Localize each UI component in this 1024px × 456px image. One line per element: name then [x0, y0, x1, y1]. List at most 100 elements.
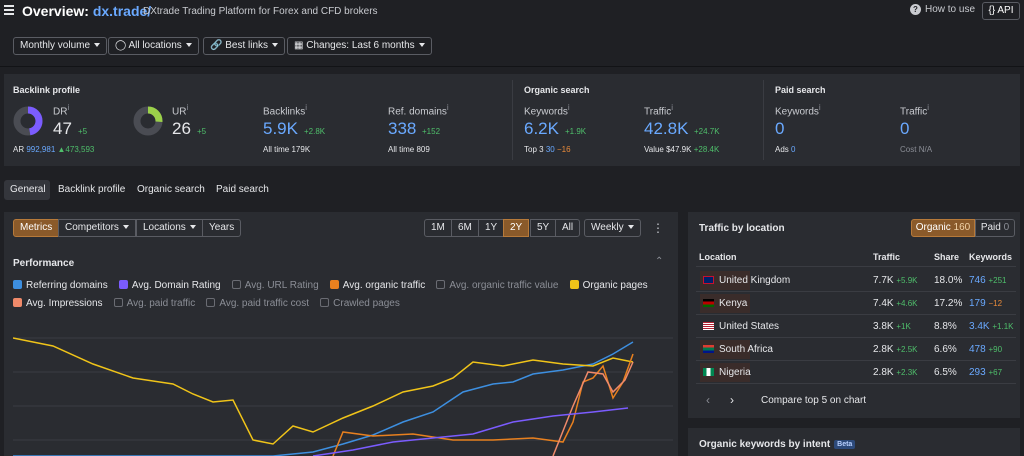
ads-row: Ads 0: [775, 145, 796, 154]
top-bar: [0, 0, 1024, 24]
dr-value[interactable]: 47: [53, 119, 72, 138]
keywords-cell[interactable]: 746 +251: [969, 275, 1007, 286]
tab-organic-search[interactable]: Organic search: [137, 184, 205, 195]
table-row[interactable]: South Africa 2.8K +2.5K 6.6% 478 +90: [696, 338, 1016, 361]
checkbox-icon: [320, 297, 330, 307]
traffic-cell: 3.8K +1K: [873, 321, 911, 332]
table-row[interactable]: United States 3.8K +1K 8.8% 3.4K +1.1K: [696, 315, 1016, 338]
chevron-up-icon[interactable]: ⌃: [655, 256, 664, 267]
keywords-cell[interactable]: 179 −12: [969, 298, 1003, 309]
keywords-cell[interactable]: 3.4K +1.1K: [969, 321, 1014, 332]
range-6m-button[interactable]: 6M: [451, 219, 479, 237]
legend-avg-domain-rating[interactable]: Avg. Domain Rating: [118, 279, 221, 291]
locations-dropdown[interactable]: ◯ All locations: [108, 37, 199, 55]
range-1m-button[interactable]: 1M: [424, 219, 452, 237]
checkbox-checked-icon: [329, 279, 339, 289]
keywords-cell[interactable]: 293 +67: [969, 367, 1003, 378]
legend-avg-organic-traffic-value[interactable]: Avg. organic traffic value: [436, 279, 559, 291]
calendar-icon: ▦: [294, 40, 304, 51]
ur-delta: +5: [197, 127, 207, 136]
table-row[interactable]: United Kingdom 7.7K +5.9K 18.0% 746 +251: [696, 269, 1016, 292]
organic-keywords-value[interactable]: 6.2K: [524, 119, 559, 138]
country-cell[interactable]: Nigeria: [703, 367, 751, 378]
ref-domains-all-time: All time 809: [388, 145, 430, 154]
compare-top5-link[interactable]: Compare top 5 on chart: [761, 395, 867, 406]
col-keywords[interactable]: Keywords: [969, 252, 1013, 262]
competitors-label: Competitors: [65, 222, 119, 233]
table-row[interactable]: Kenya 7.4K +4.6K 17.2% 179 −12: [696, 292, 1016, 315]
checkbox-icon: [436, 279, 446, 289]
divider: [696, 266, 1016, 267]
tab-paid-search[interactable]: Paid search: [216, 184, 269, 195]
country-cell[interactable]: Kenya: [703, 298, 747, 309]
chevron-right-icon[interactable]: ›: [730, 393, 734, 407]
country-cell[interactable]: United States: [703, 321, 779, 332]
checkbox-checked-icon: [13, 279, 22, 289]
changes-dropdown[interactable]: ▦ Changes: Last 6 months: [287, 37, 432, 55]
legend-referring-domains[interactable]: Referring domains: [13, 279, 108, 291]
chevron-left-icon[interactable]: ‹: [706, 393, 710, 407]
domain-label[interactable]: dx.trade/: [92, 3, 152, 19]
ur-value[interactable]: 26: [172, 119, 191, 138]
chevron-down-icon: [627, 225, 634, 230]
organic-keywords-delta: +1.9K: [565, 127, 587, 136]
api-button[interactable]: {} API: [982, 2, 1020, 20]
keywords-cell[interactable]: 478 +90: [969, 344, 1003, 355]
col-location[interactable]: Location: [699, 252, 737, 262]
legend-avg-paid-traffic[interactable]: Avg. paid traffic: [113, 297, 195, 309]
backlinks-value[interactable]: 5.9K: [263, 119, 298, 138]
traffic-cell: 7.7K +5.9K: [873, 275, 918, 286]
years-button[interactable]: Years: [202, 219, 242, 237]
tab-backlink-profile[interactable]: Backlink profile: [58, 184, 126, 195]
series-line-avg-impressions: [552, 361, 634, 456]
range-1y-button[interactable]: 1Y: [478, 219, 505, 237]
col-traffic[interactable]: Traffic: [873, 252, 901, 262]
paid-keywords-value[interactable]: 0: [775, 119, 785, 138]
organic-toggle[interactable]: Organic 160: [911, 219, 975, 237]
dr-delta: +5: [78, 127, 88, 136]
performance-chart[interactable]: [13, 322, 673, 456]
country-cell[interactable]: South Africa: [703, 344, 773, 355]
competitors-dropdown[interactable]: Competitors: [58, 219, 136, 237]
menu-icon[interactable]: [4, 5, 14, 15]
divider: [696, 291, 1016, 292]
legend-avg-paid-traffic-cost[interactable]: Avg. paid traffic cost: [206, 297, 309, 309]
monthly-volume-dropdown[interactable]: Monthly volume: [13, 37, 108, 55]
paid-traffic-value[interactable]: 0: [900, 119, 910, 138]
paid-search-heading: Paid search: [775, 85, 826, 95]
divider: [696, 360, 1016, 361]
more-options-icon[interactable]: ⋮: [652, 221, 664, 235]
dr-label: DRi: [53, 103, 70, 118]
paid-toggle[interactable]: Paid 0: [975, 219, 1015, 237]
range-2y-button[interactable]: 2Y: [503, 219, 530, 237]
share-cell: 6.6%: [934, 344, 957, 355]
locations-button[interactable]: Locations: [136, 219, 203, 237]
ref-domains-delta: +152: [422, 127, 441, 136]
globe-icon: ◯: [115, 40, 127, 51]
how-to-use-link[interactable]: ? How to use: [910, 4, 975, 15]
interval-dropdown[interactable]: Weekly: [584, 219, 641, 237]
best-links-dropdown[interactable]: 🔗 Best links: [203, 37, 286, 55]
checkbox-checked-icon: [118, 279, 128, 289]
legend-organic-pages[interactable]: Organic pages: [569, 279, 648, 291]
locations-label: Locations: [143, 222, 186, 233]
chevron-down-icon: [189, 225, 196, 230]
col-share[interactable]: Share: [934, 252, 960, 262]
tab-general[interactable]: General: [10, 184, 46, 195]
legend-crawled-pages[interactable]: Crawled pages: [320, 297, 400, 309]
range-5y-button[interactable]: 5Y: [530, 219, 557, 237]
organic-traffic-value[interactable]: 42.8K: [644, 119, 689, 138]
legend-avg-impressions[interactable]: Avg. Impressions: [13, 297, 103, 309]
traffic-by-location-title: Traffic by location: [699, 223, 785, 234]
range-all-button[interactable]: All: [555, 219, 581, 237]
legend-avg-url-rating[interactable]: Avg. URL Rating: [231, 279, 319, 291]
country-cell[interactable]: United Kingdom: [703, 275, 790, 286]
code-braces-icon: {}: [988, 5, 996, 16]
table-row[interactable]: Nigeria 2.8K +2.3K 6.5% 293 +67: [696, 361, 1016, 384]
nigeria-flag-icon: [703, 368, 714, 377]
legend-avg-organic-traffic[interactable]: Avg. organic traffic: [329, 279, 425, 291]
interval-label: Weekly: [591, 222, 624, 233]
metrics-button[interactable]: Metrics: [13, 219, 60, 237]
ref-domains-value[interactable]: 338: [388, 119, 417, 138]
traffic-cell: 7.4K +4.6K: [873, 298, 918, 309]
